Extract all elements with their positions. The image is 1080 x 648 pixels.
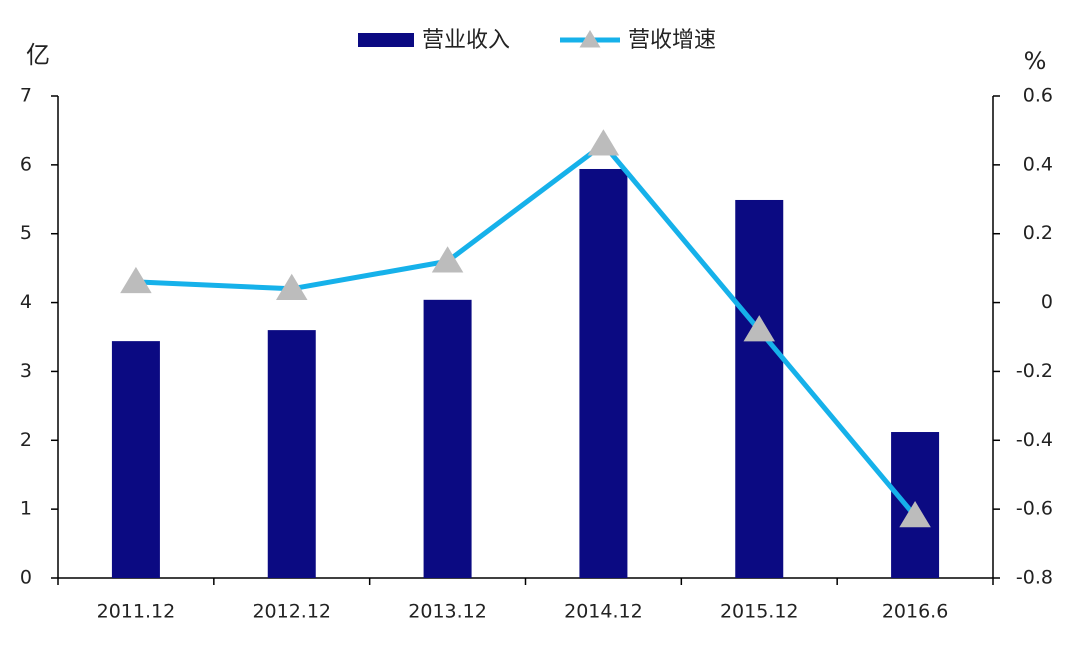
x-tick-label: 2012.12: [252, 601, 331, 623]
y2-tick-label: -0.6: [1016, 498, 1053, 520]
y-tick-label: 3: [20, 360, 32, 382]
legend-label: 营业收入: [422, 28, 510, 53]
marker: [899, 501, 931, 528]
y2-tick-label: 0: [1041, 291, 1053, 313]
y-tick-label: 0: [20, 567, 32, 589]
y-tick-label: 2: [20, 429, 32, 451]
y2-tick-label: 0.4: [1023, 153, 1053, 175]
marker: [587, 129, 620, 156]
legend-marker: [579, 30, 601, 48]
bar: [267, 330, 316, 578]
bar: [111, 341, 160, 578]
x-tick-label: 2013.12: [408, 601, 487, 623]
bar: [735, 199, 784, 578]
y2-axis-label: %: [1024, 47, 1047, 75]
y2-tick-label: 0.6: [1023, 85, 1053, 107]
marker: [120, 266, 152, 294]
marker: [743, 315, 775, 342]
x-tick-label: 2015.12: [720, 601, 799, 623]
bar: [423, 299, 472, 578]
y2-tick-label: 0.2: [1023, 222, 1053, 244]
bar: [579, 168, 628, 578]
y-tick-label: 5: [20, 222, 32, 244]
marker: [276, 273, 308, 301]
y-tick-label: 4: [20, 291, 32, 313]
y-tick-label: 6: [20, 153, 32, 175]
marker: [431, 246, 464, 273]
x-tick-label: 2016.6: [882, 601, 948, 623]
legend-swatch: [358, 33, 414, 47]
y-tick-label: 7: [20, 85, 32, 107]
y2-tick-label: -0.2: [1016, 360, 1053, 382]
y2-tick-label: -0.8: [1016, 567, 1053, 589]
x-tick-label: 2014.12: [564, 601, 643, 623]
x-tick-label: 2011.12: [97, 601, 176, 623]
y-axis-label: 亿: [26, 41, 50, 69]
legend-label: 营收增速: [628, 28, 716, 53]
y-tick-label: 1: [20, 498, 32, 520]
y2-tick-label: -0.4: [1016, 429, 1053, 451]
line: [135, 141, 917, 518]
